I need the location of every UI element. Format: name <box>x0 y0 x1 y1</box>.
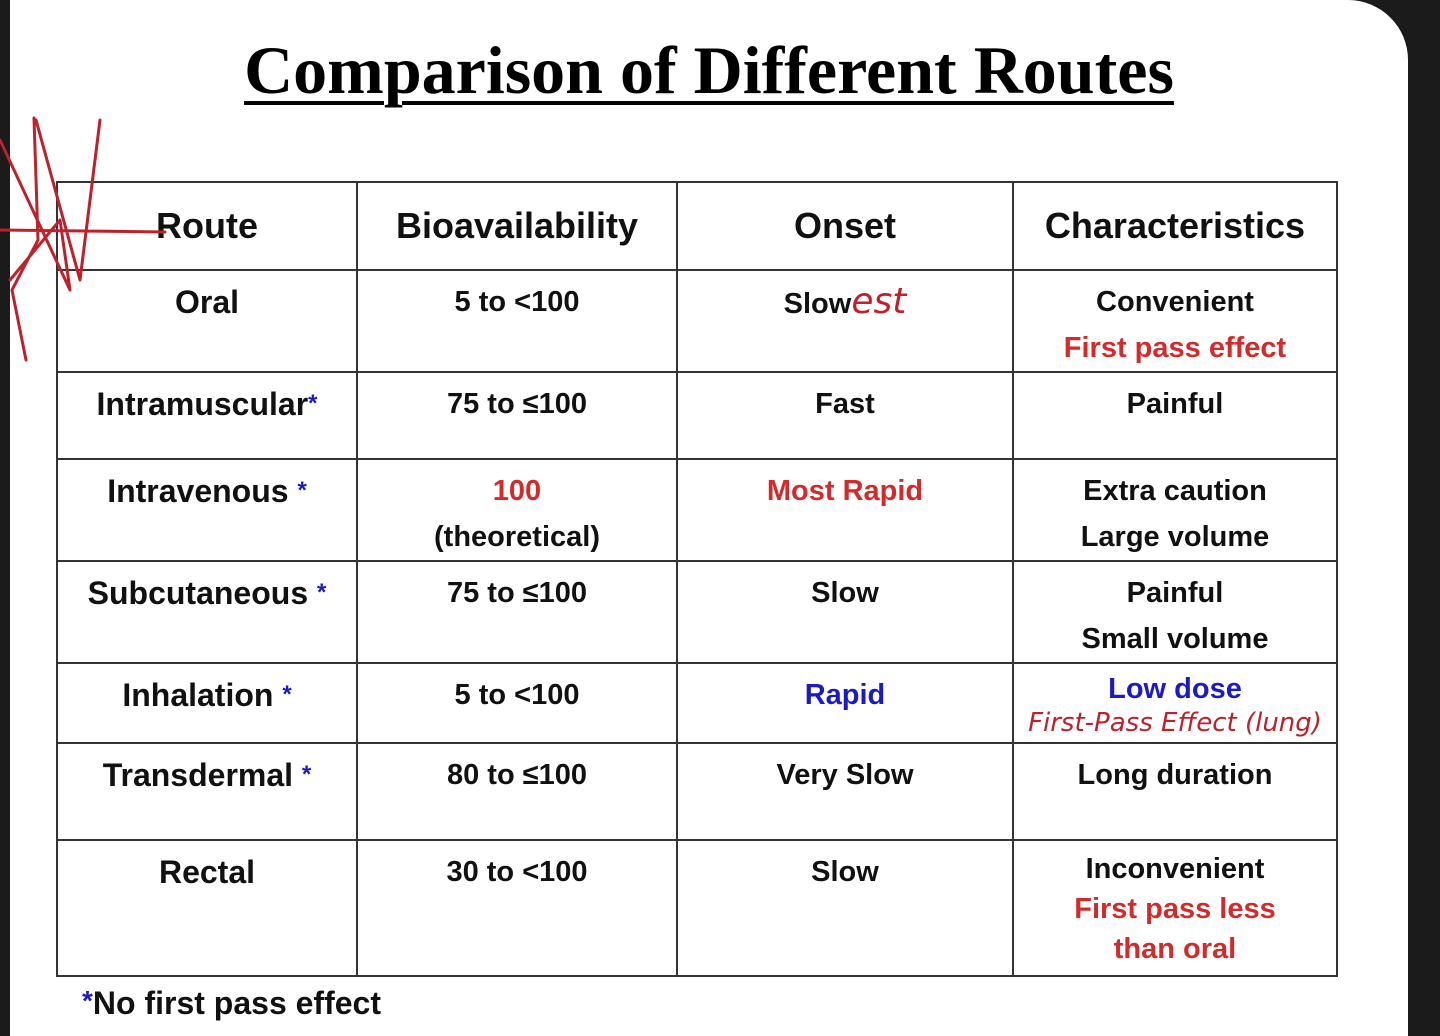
bioavailability-cell: 100 (theoretical) <box>356 458 678 562</box>
bioavailability-cell: 5 to <100 <box>356 662 678 744</box>
route-cell: Intravenous * <box>56 458 358 562</box>
handwritten-star-doodle <box>0 116 167 362</box>
bioavailability-cell: 30 to <100 <box>356 839 678 977</box>
handwritten-annotation: First-Pass Effect (lung) <box>1028 708 1322 738</box>
bioavailability-cell: 80 to ≤100 <box>356 742 678 841</box>
table-row: Rectal 30 to <100 Slow Inconvenient First… <box>56 839 1338 977</box>
onset-cell: Slow <box>676 839 1014 977</box>
characteristics-cell: Painful <box>1012 371 1338 460</box>
characteristics-cell: Painful Small volume <box>1012 560 1338 664</box>
route-cell: Inhalation * <box>56 662 358 744</box>
route-cell: Subcutaneous * <box>56 560 358 664</box>
header-characteristics: Characteristics <box>1012 181 1338 271</box>
slide-title: Comparison of Different Routes <box>244 32 1174 108</box>
onset-cell: Slow <box>676 560 1014 664</box>
bioavailability-cell: 75 to ≤100 <box>356 371 678 460</box>
bioavailability-cell: 5 to <100 <box>356 269 678 373</box>
table-row: Oral 5 to <100 Slowest Convenient First p… <box>56 269 1338 373</box>
header-route: Route <box>56 181 358 271</box>
onset-cell: Slowest <box>676 269 1014 373</box>
route-cell: Intramuscular* <box>56 371 358 460</box>
route-cell: Transdermal * <box>56 742 358 841</box>
footnote: *No first pass effect <box>82 985 381 1021</box>
route-cell: Oral <box>56 269 358 373</box>
route-cell: Rectal <box>56 839 358 977</box>
header-row: Route Bioavailability Onset Characterist… <box>56 181 1338 271</box>
table-row: Intramuscular* 75 to ≤100 Fast Painful <box>56 371 1338 460</box>
table-row: Transdermal * 80 to ≤100 Very Slow Long … <box>56 742 1338 841</box>
characteristics-cell: Extra caution Large volume <box>1012 458 1338 562</box>
onset-cell: Very Slow <box>676 742 1014 841</box>
table-row: Intravenous * 100 (theoretical) Most Rapi… <box>56 458 1338 562</box>
handwritten-annotation: est <box>851 281 907 322</box>
onset-cell: Rapid <box>676 662 1014 744</box>
onset-cell: Fast <box>676 371 1014 460</box>
table-row: Inhalation * 5 to <100 Rapid Low dose Fir… <box>56 662 1338 744</box>
routes-table: Route Bioavailability Onset Characterist… <box>56 181 1338 977</box>
characteristics-cell: Long duration <box>1012 742 1338 841</box>
header-onset: Onset <box>676 181 1014 271</box>
table-row: Subcutaneous * 75 to ≤100 Slow Painful Sm… <box>56 560 1338 664</box>
characteristics-cell: Convenient First pass effect <box>1012 269 1338 373</box>
header-bioavailability: Bioavailability <box>356 181 678 271</box>
onset-cell: Most Rapid <box>676 458 1014 562</box>
slide: Comparison of Different Routes Route Bio… <box>10 0 1408 1036</box>
characteristics-cell: Low dose First-Pass Effect (lung) <box>1012 662 1338 744</box>
characteristics-cell: Inconvenient First pass less than oral <box>1012 839 1338 977</box>
bioavailability-cell: 75 to ≤100 <box>356 560 678 664</box>
